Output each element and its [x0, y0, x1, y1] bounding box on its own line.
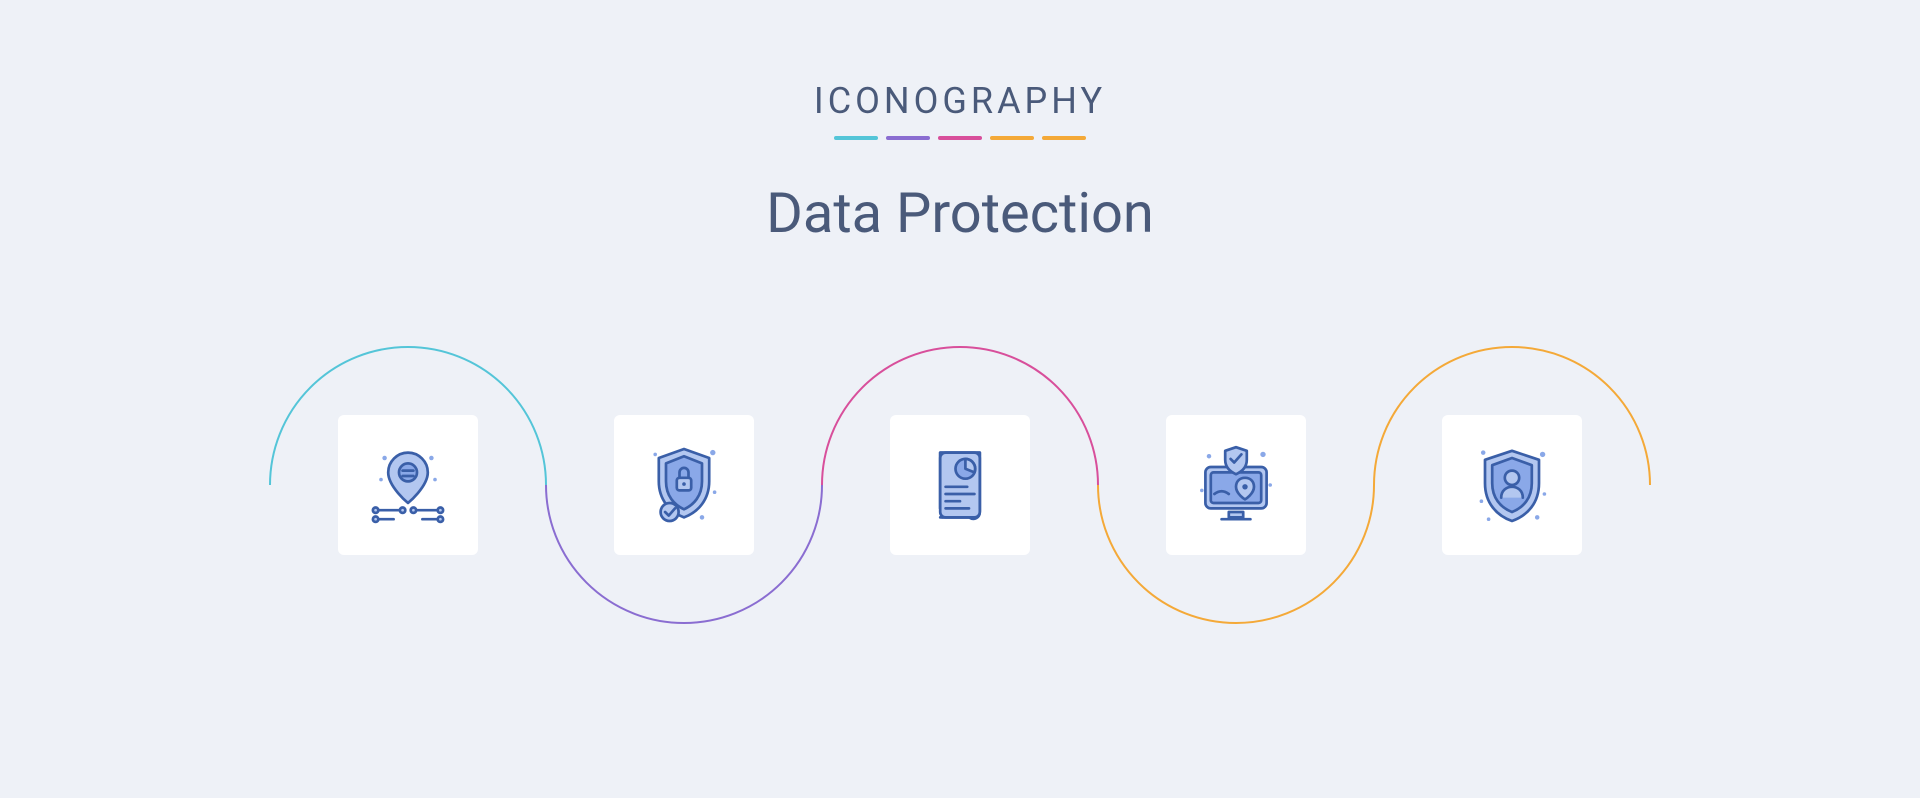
underline-segment-1: [834, 136, 878, 140]
icon-tile-5: [1442, 415, 1582, 555]
icon-tile-4: [1166, 415, 1306, 555]
underline-segment-3: [938, 136, 982, 140]
underline-segment-4: [990, 136, 1034, 140]
icons-row: [0, 415, 1920, 555]
icon-tile-2: [614, 415, 754, 555]
subtitle: Data Protection: [0, 180, 1920, 246]
shield-lock-icon: [639, 440, 729, 530]
monitor-shield-icon: [1191, 440, 1281, 530]
header-title: ICONOGRAPHY: [0, 0, 1920, 122]
secure-location-pin-icon: [363, 440, 453, 530]
icon-tile-3: [890, 415, 1030, 555]
underline-segment-5: [1042, 136, 1086, 140]
user-shield-icon: [1467, 440, 1557, 530]
icon-tile-1: [338, 415, 478, 555]
underline-row: [0, 136, 1920, 140]
document-report-icon: [915, 440, 1005, 530]
underline-segment-2: [886, 136, 930, 140]
